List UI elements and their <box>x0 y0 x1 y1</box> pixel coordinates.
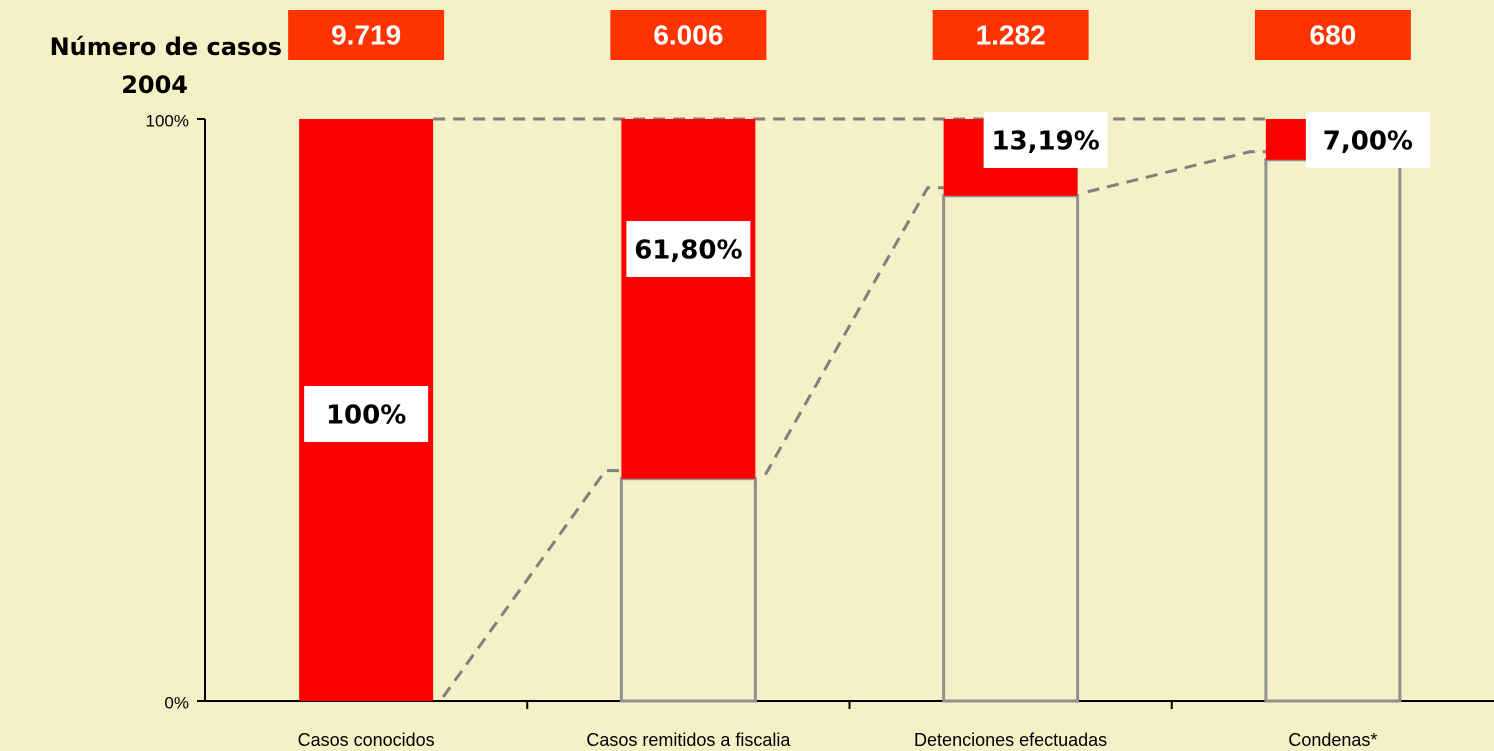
count-box <box>1254 10 1411 60</box>
count-box <box>288 10 445 60</box>
y-tick-label: 0% <box>164 693 189 712</box>
value-label-box <box>304 386 429 442</box>
count-label: 1.282 <box>976 19 1046 50</box>
x-tick-label: Casos conocidos <box>298 730 435 750</box>
y-tick-label: 100% <box>146 111 189 130</box>
value-label-box <box>626 221 751 277</box>
value-label: 13,19% <box>991 127 1099 157</box>
count-label: 6.006 <box>653 19 723 50</box>
value-label: 100% <box>326 401 406 431</box>
value-label-box <box>1305 112 1430 168</box>
counts-title: 2004 <box>121 71 188 99</box>
counts-title: Número de casos <box>50 33 282 61</box>
value-label: 7,00% <box>1323 127 1413 157</box>
connector <box>1087 150 1266 194</box>
count-box <box>932 10 1089 60</box>
bar <box>621 119 756 479</box>
value-label: 61,80% <box>634 236 742 266</box>
x-tick-label: Condenas* <box>1288 730 1377 750</box>
connector <box>441 469 622 698</box>
value-label-box <box>983 112 1108 168</box>
x-tick-label: Casos remitidos a fiscalia <box>586 730 791 750</box>
connector <box>764 186 944 476</box>
x-tick-label: Detenciones efectuadas <box>914 730 1107 750</box>
count-box <box>610 10 767 60</box>
count-label: 680 <box>1310 19 1357 50</box>
count-label: 9.719 <box>331 19 401 50</box>
